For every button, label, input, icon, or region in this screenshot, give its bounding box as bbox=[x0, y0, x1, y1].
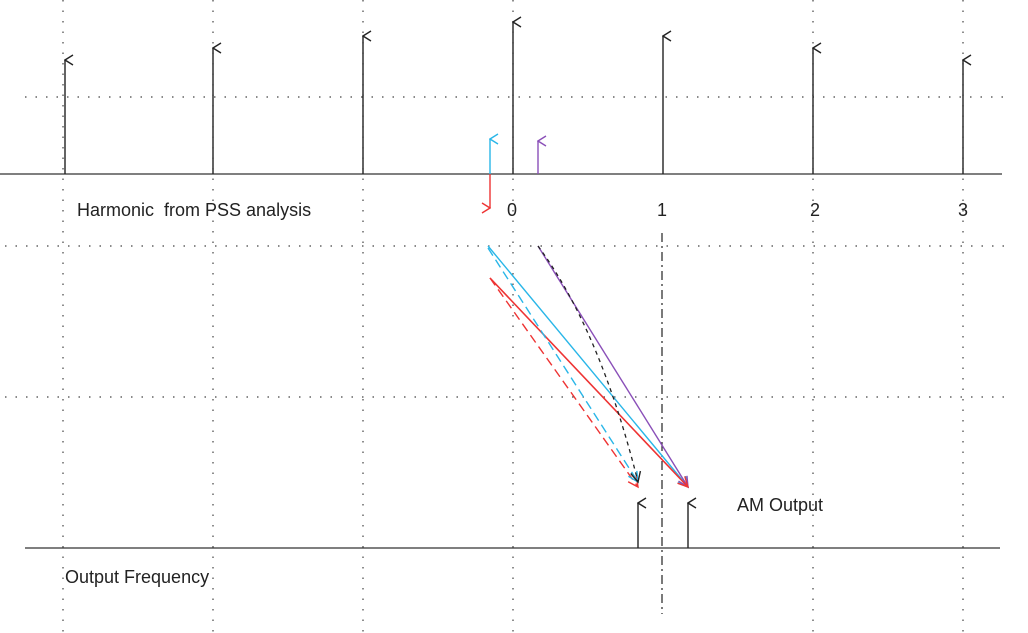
mixing-arrows bbox=[487, 245, 690, 489]
harmonic-label: 0 bbox=[507, 200, 517, 220]
output-arrows bbox=[638, 503, 688, 548]
harmonic-label: 1 bbox=[657, 200, 667, 220]
harmonic-label: 3 bbox=[958, 200, 968, 220]
harmonic-arrows bbox=[65, 22, 963, 208]
harmonic-label: 2 bbox=[810, 200, 820, 220]
frequency-axis-label: Output Frequency bbox=[65, 567, 209, 587]
dotted-grid bbox=[5, 0, 1005, 633]
am-output-label: AM Output bbox=[737, 495, 823, 515]
harmonic-axis-label: Harmonic from PSS analysis bbox=[77, 200, 311, 220]
